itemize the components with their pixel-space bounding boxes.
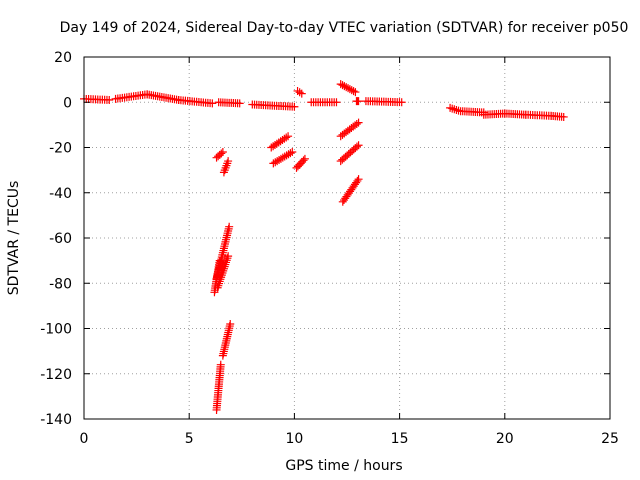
data-point [353, 176, 362, 185]
point-segment [218, 319, 235, 360]
data-point [342, 83, 351, 92]
data-point [352, 119, 361, 128]
data-point [295, 88, 304, 97]
data-point [216, 360, 225, 369]
data-point [300, 154, 309, 163]
x-tick-label: 5 [185, 431, 194, 447]
point-segment [292, 154, 309, 172]
plot-frame [83, 56, 611, 420]
data-point [446, 103, 455, 112]
point-segment [219, 157, 233, 177]
y-tick-label: -40 [49, 186, 72, 202]
point-segment [212, 360, 225, 414]
point-segment [212, 222, 234, 283]
point-segment [212, 148, 227, 162]
point-segment [213, 252, 233, 292]
x-axis-label: GPS time / hours [285, 458, 402, 474]
point-segment [111, 90, 152, 103]
axis-ticks: 0 5 10 15 20 25 20 0 -20 -40 -60 -80 -100 -120 -140 [40, 50, 619, 447]
data-point [354, 175, 363, 184]
x-tick-label: 25 [601, 431, 619, 447]
y-tick-label: -140 [40, 412, 72, 428]
data-point [450, 105, 459, 114]
point-segment [338, 175, 363, 206]
data-point [226, 319, 235, 328]
data-point [299, 156, 308, 165]
data-point [354, 118, 363, 127]
point-segment [336, 80, 360, 97]
data-point [347, 86, 356, 95]
point-segment [352, 97, 363, 106]
point-segment [214, 98, 244, 108]
y-tick-label: -100 [40, 322, 72, 338]
data-point [225, 222, 234, 231]
data-point [224, 157, 233, 166]
point-segment [143, 90, 183, 104]
data-point [452, 105, 461, 114]
y-tick-label: -80 [49, 276, 72, 292]
data-point [338, 81, 347, 90]
data-point [235, 99, 244, 108]
point-segment [547, 111, 568, 121]
point-segment [293, 86, 306, 98]
data-point [218, 148, 227, 157]
x-tick-label: 20 [496, 431, 514, 447]
data-point [454, 106, 463, 115]
y-tick-label: -60 [49, 231, 72, 247]
data-point [336, 80, 345, 89]
point-segment [336, 141, 363, 166]
data-point [352, 142, 361, 151]
point-segment [248, 100, 299, 111]
y-tick-label: -20 [49, 141, 72, 157]
data-point [344, 84, 353, 93]
data-point [340, 82, 349, 91]
data-point [354, 97, 363, 106]
y-tick-label: 20 [54, 50, 72, 66]
data-point [448, 104, 457, 113]
point-segment [267, 132, 293, 152]
data-point [217, 149, 226, 158]
point-segment [446, 103, 465, 116]
y-tick-label: 0 [63, 95, 72, 111]
x-tick-label: 10 [285, 431, 303, 447]
data-point [282, 133, 291, 142]
data-point [349, 87, 358, 96]
data-point [288, 148, 297, 157]
data-point [559, 112, 568, 121]
data-point [397, 98, 406, 107]
x-tick-label: 0 [80, 431, 89, 447]
point-segment [336, 118, 363, 141]
data-point [345, 85, 354, 94]
point-segment [269, 148, 297, 168]
data-point [351, 88, 360, 97]
y-axis-label: SDTVAR / TECUs [6, 181, 22, 296]
y-tick-label: -120 [40, 367, 72, 383]
data-point [297, 89, 306, 98]
grid-lines [83, 56, 611, 420]
data-point [284, 132, 293, 141]
data-point [286, 149, 295, 158]
data-point [224, 252, 233, 261]
data-points [80, 80, 568, 414]
data-point [290, 102, 299, 111]
point-segment [174, 95, 217, 108]
point-segment [307, 98, 341, 107]
x-tick-label: 15 [391, 431, 409, 447]
data-point [105, 95, 114, 104]
data-point [332, 98, 341, 107]
data-point [208, 99, 217, 108]
chart-title: Day 149 of 2024, Sidereal Day-to-day VTE… [60, 20, 629, 36]
data-point [354, 141, 363, 150]
point-segment [361, 97, 406, 107]
